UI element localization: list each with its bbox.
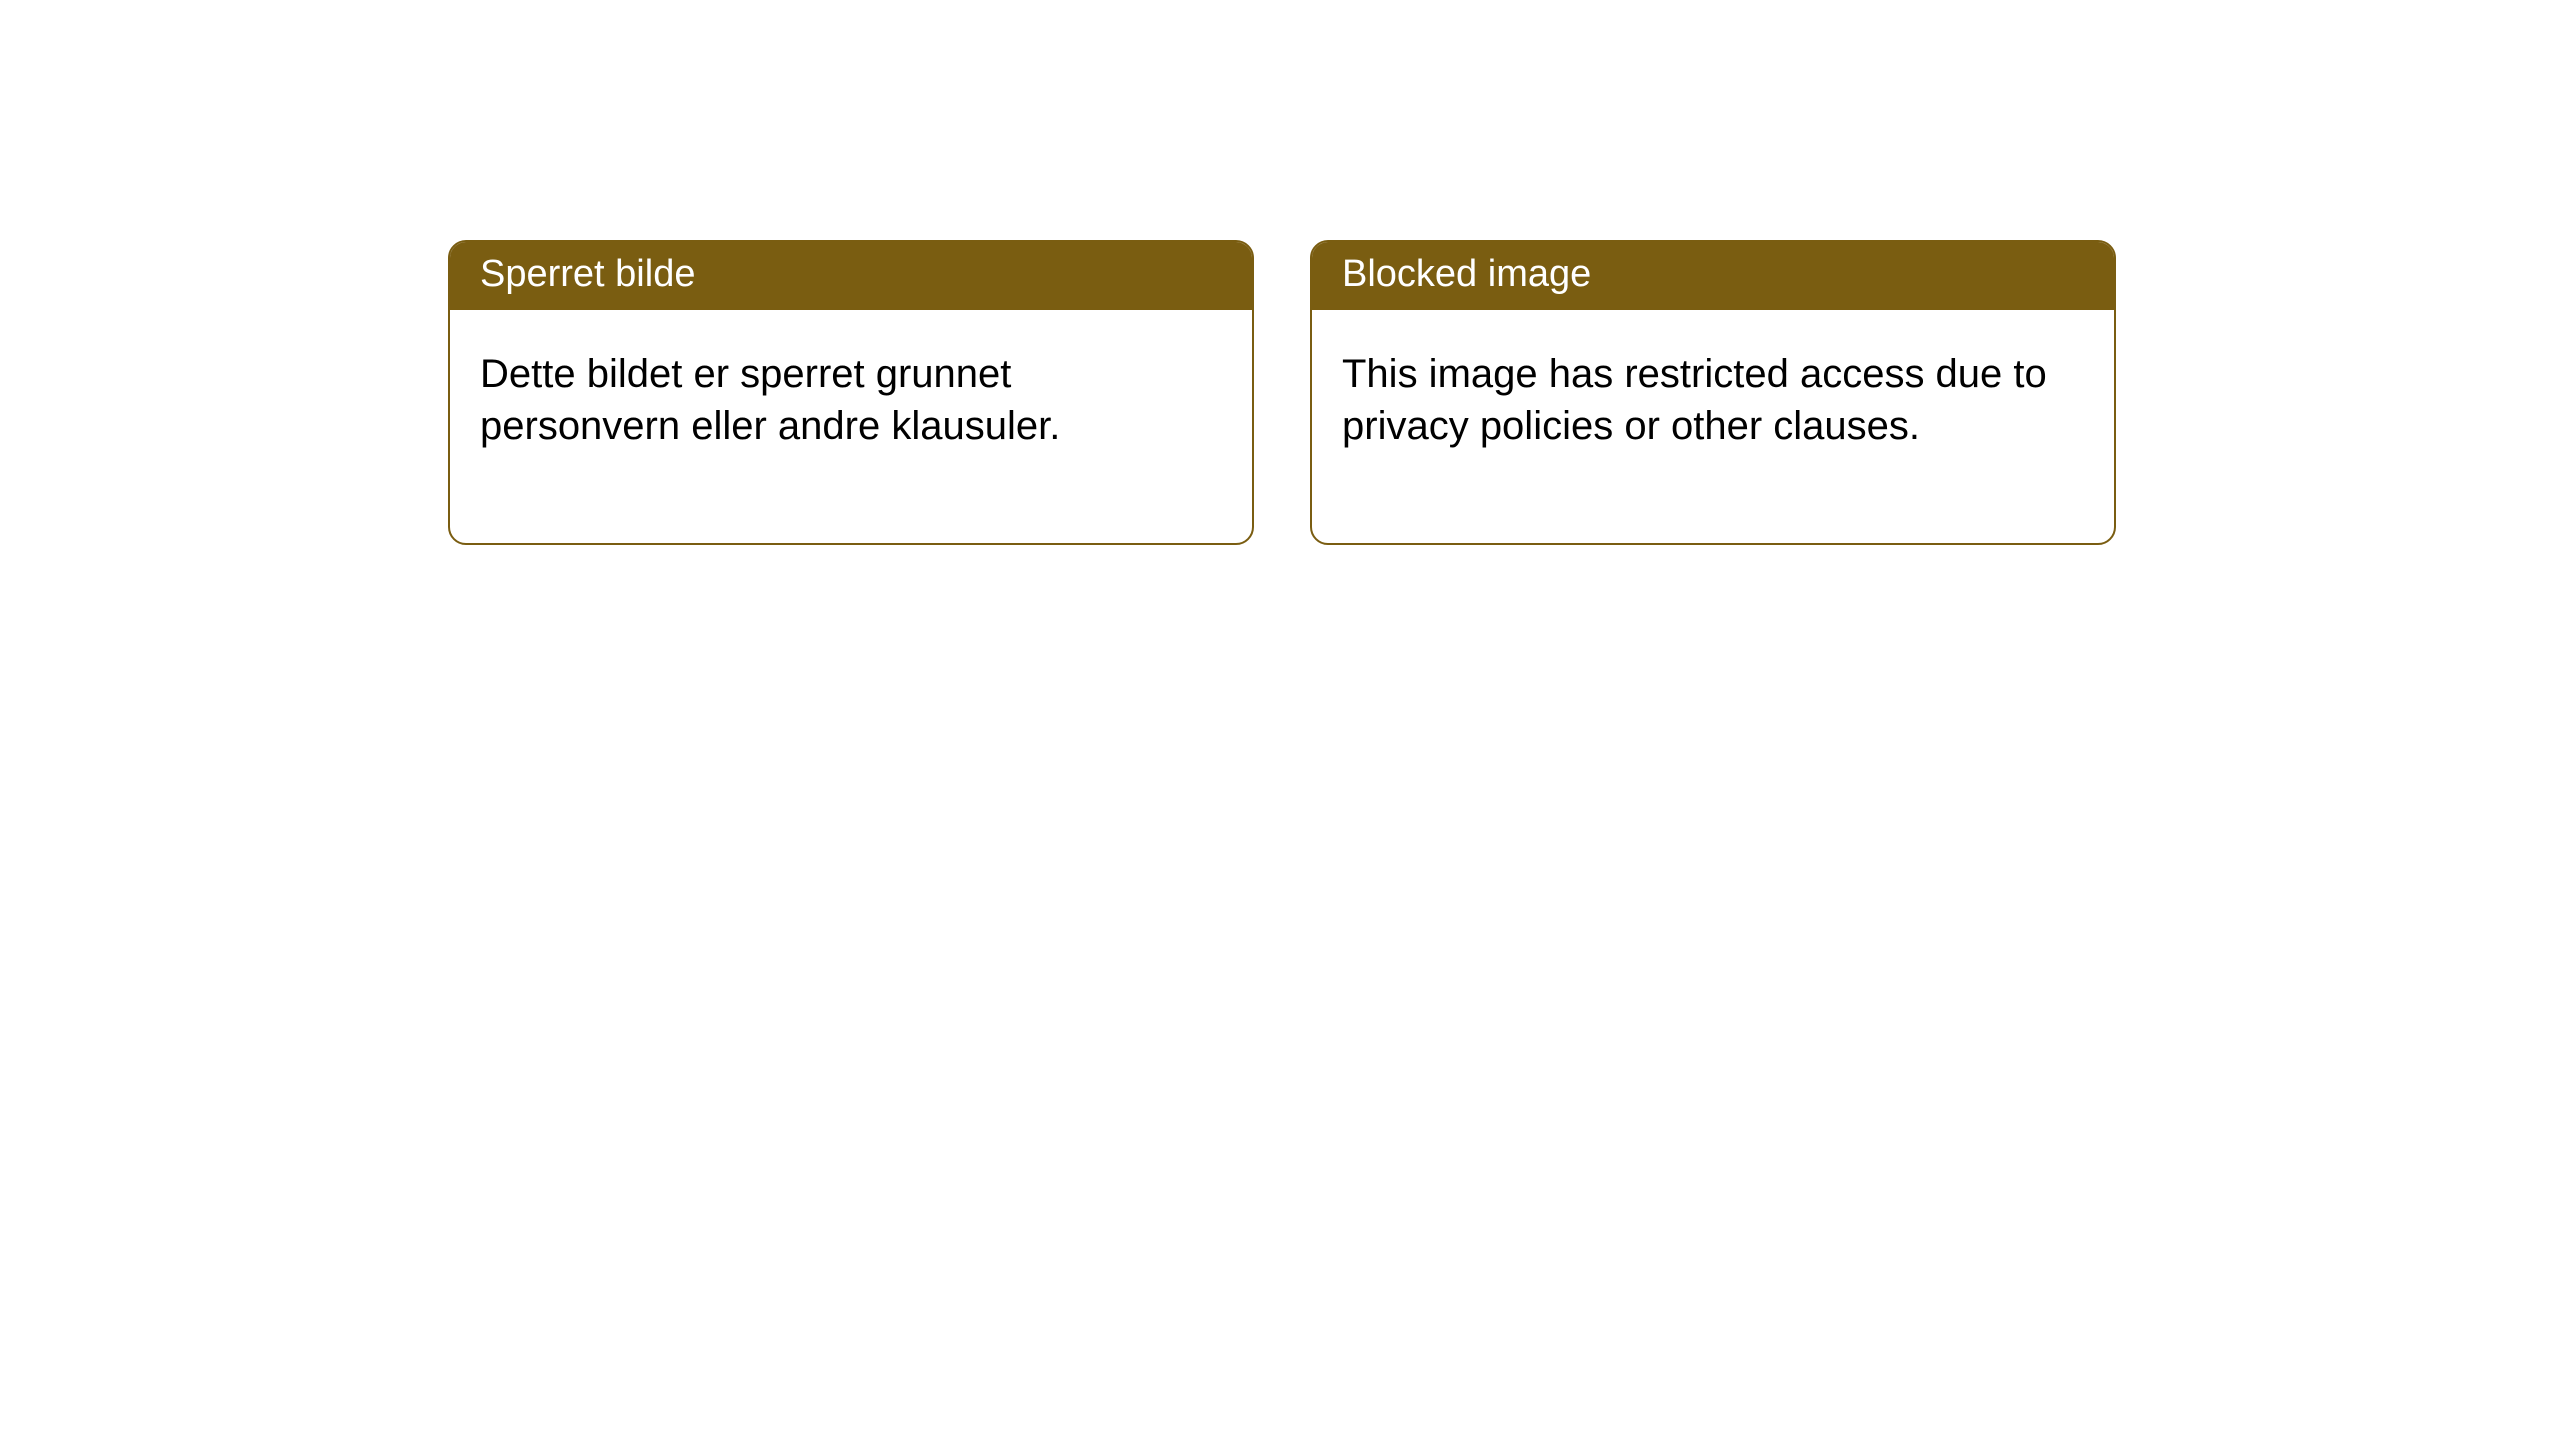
notice-card-body: Dette bildet er sperret grunnet personve… <box>450 310 1252 544</box>
notice-card-title: Sperret bilde <box>450 242 1252 310</box>
notice-card-norwegian: Sperret bilde Dette bildet er sperret gr… <box>448 240 1254 545</box>
notice-card-body: This image has restricted access due to … <box>1312 310 2114 544</box>
notice-cards-row: Sperret bilde Dette bildet er sperret gr… <box>448 240 2116 545</box>
notice-card-english: Blocked image This image has restricted … <box>1310 240 2116 545</box>
notice-card-title: Blocked image <box>1312 242 2114 310</box>
